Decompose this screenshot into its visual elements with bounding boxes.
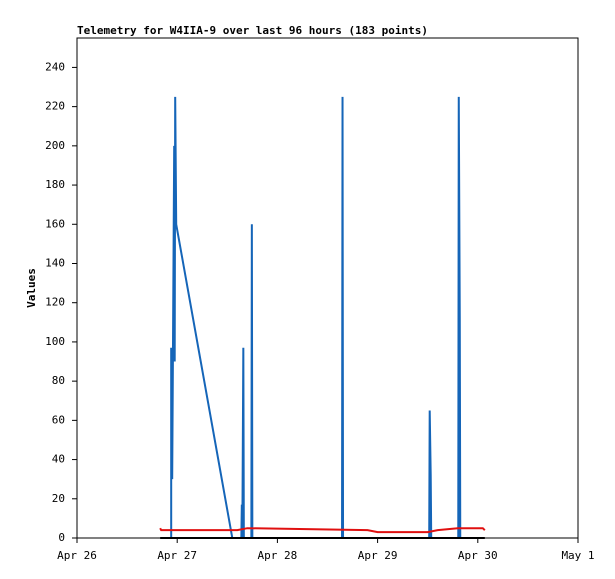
y-tick-label: 200 (45, 139, 65, 152)
series-line (170, 96, 483, 539)
y-axis-label: Values (25, 268, 38, 308)
y-tick-label: 160 (45, 217, 65, 230)
x-tick-label: Apr 27 (157, 549, 197, 562)
y-tick-label: 60 (52, 413, 65, 426)
x-tick-label: May 1 (561, 549, 594, 562)
y-tick-label: 80 (52, 374, 65, 387)
y-tick-label: 100 (45, 335, 65, 348)
x-tick-label: Apr 30 (458, 549, 498, 562)
plot-frame (76, 37, 579, 539)
y-tick-label: 40 (52, 453, 65, 466)
series-line (159, 527, 486, 534)
y-tick-label: 220 (45, 100, 65, 113)
y-tick-label: 0 (58, 531, 65, 544)
y-tick-label: 120 (45, 296, 65, 309)
chart-title: Telemetry for W4IIA-9 over last 96 hours… (77, 24, 428, 37)
y-tick-label: 240 (45, 60, 65, 73)
y-tick-label: 180 (45, 178, 65, 191)
y-tick-label: 140 (45, 256, 65, 269)
x-tick-label: Apr 28 (258, 549, 298, 562)
x-tick-label: Apr 26 (57, 549, 97, 562)
x-tick-label: Apr 29 (358, 549, 398, 562)
y-tick-label: 20 (52, 492, 65, 505)
